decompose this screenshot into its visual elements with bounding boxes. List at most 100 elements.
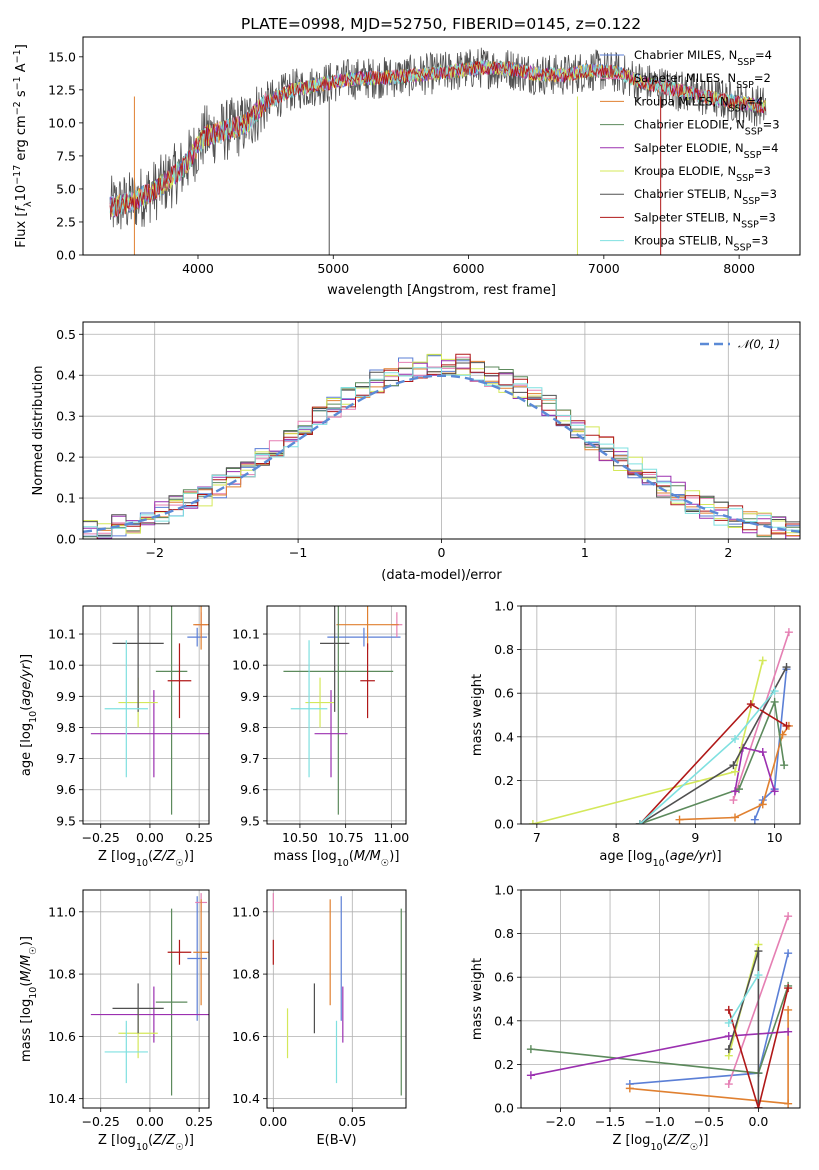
label-part: Flux [ [14,212,29,248]
x-tick-label: 7 [533,830,541,845]
label-part: erg cm [14,115,29,164]
x-tick-label: 0.00 [259,1114,287,1129]
label-part: yr [19,662,34,678]
label-part: =4 [755,48,772,62]
label-part: SSP [737,57,755,68]
x-tick-label: 4000 [182,261,214,276]
y-tick-label: 9.5 [240,813,260,828]
weight_vs_age-lines [528,628,793,824]
label-part: λ [23,201,34,207]
y-tick-label: 0.4 [494,1013,514,1028]
weight-point-marker [758,800,767,809]
label-part: / [676,1133,683,1148]
weight-point-marker [746,700,755,709]
label-part: SSP [729,103,747,114]
weight_vs_age-axes: 7 8 9 10 0.0 0.2 0.4 0.6 0.8 1.0 [494,599,800,845]
label-part: SSP [734,242,752,253]
spectrum-lines [109,47,767,255]
y-tick-label: 0.0 [56,532,76,547]
y-tick-label: 0.6 [494,970,514,985]
weight-series-line [639,690,776,824]
label-part: Z [152,1133,163,1148]
label-part: mass [log [19,999,34,1062]
weight-point-marker [758,656,767,665]
weight-point-marker [724,1032,733,1041]
y-tick-label: 0.0 [494,1101,514,1116]
age_vs_mass-xlabel: mass [log10(M/M☉)] [274,849,400,869]
weight-point-marker [526,1045,535,1054]
label-part: Z [log [98,1133,136,1148]
weight-point-marker [724,1045,733,1054]
y-tick-label: 0.6 [494,686,514,701]
y-tick-label: 0.2 [494,1057,514,1072]
label-part: f [14,205,29,212]
y-tick-label: 9.6 [240,782,260,797]
age_vs_Z-ylabel: age [log10(age/yr)] [19,654,39,776]
residuals-xlabel: (data-model)/error [381,568,502,583]
weight-point-marker [754,971,763,980]
weight-point-marker [731,767,740,776]
legend-entry: Chabrier STELIB, NSSP=3 [634,187,777,207]
weight-series-line [728,987,789,1108]
y-tick-label: 2.5 [56,214,76,229]
label-part: )] [19,654,34,664]
legend-entry: Salpeter ELODIE, NSSP=4 [634,141,778,161]
y-tick-label: 9.7 [56,751,76,766]
label-part: =3 [763,118,780,132]
x-tick-label: −0.5 [694,1114,724,1129]
weight-point-marker [784,628,793,637]
weight-point-marker [784,949,793,958]
label-part: ( [148,1133,153,1148]
weight_vs_age-xlabel: age [log10(age/yr)] [599,849,721,869]
x-tick-label: −2 [145,545,163,560]
label-part: / [19,964,34,971]
mass_vs_ebv-axes: 0.00 0.05 10.4 10.6 10.8 11.0 [232,890,406,1129]
y-tick-label: 1.0 [494,883,514,898]
weight-point-marker [758,748,767,757]
mass_vs_ebv-xlabel: E(B-V) [316,1133,356,1148]
label-part: Z [667,1133,678,1148]
y-tick-label: 0.3 [56,409,76,424]
y-tick-label: 11.0 [48,904,76,919]
label-part: =3 [759,210,776,224]
x-tick-label: 10.75 [328,830,364,845]
weight_vs_Z-xlabel: Z [log10(Z/Z☉)] [613,1133,709,1153]
label-part: / [364,849,371,864]
y-tick-label: 0.8 [494,926,514,941]
x-tick-label: 0.00 [136,1114,164,1129]
weight_vs_Z-lines [526,912,793,1108]
label-part: / [161,1133,168,1148]
weight-point-marker [770,697,779,706]
y-tick-label: 9.9 [56,689,76,704]
label-part: =3 [760,187,777,201]
weight-point-marker [770,787,779,796]
x-tick-label: 10.50 [282,830,318,845]
label-part: Chabrier MILES, N [634,48,737,62]
x-tick-label: 0.05 [338,1114,366,1129]
weight-point-marker [784,1027,793,1036]
x-tick-label: 0 [438,545,446,560]
label-part: 10 [28,987,39,999]
weight_vs_Z-frame [520,889,801,1109]
normal-curve-line [83,374,800,533]
label-part: =2 [754,71,771,85]
y-tick-label: 10.4 [48,1091,76,1106]
weight-point-marker [782,663,791,672]
label-part: M [370,849,381,864]
label-part: ] [14,44,29,49]
label-part: ☉ [381,858,390,869]
y-tick-label: 10.0 [48,115,76,130]
y-tick-label: 0.8 [494,642,514,657]
y-tick-label: 7.5 [56,148,76,163]
label-part: / [161,849,168,864]
weight-point-marker [784,984,793,993]
mass_vs_ebv-points [272,893,402,1096]
label-part: )] [19,936,34,946]
label-part: Salpeter STELIB, N [634,210,741,224]
spectrum-series-line [109,61,766,218]
label-part: E(B-V) [316,1133,356,1148]
weight-point-marker [754,947,763,956]
y-tick-label: 12.5 [48,82,76,97]
weight-point-marker [724,1018,733,1027]
x-tick-label: 2 [724,545,732,560]
